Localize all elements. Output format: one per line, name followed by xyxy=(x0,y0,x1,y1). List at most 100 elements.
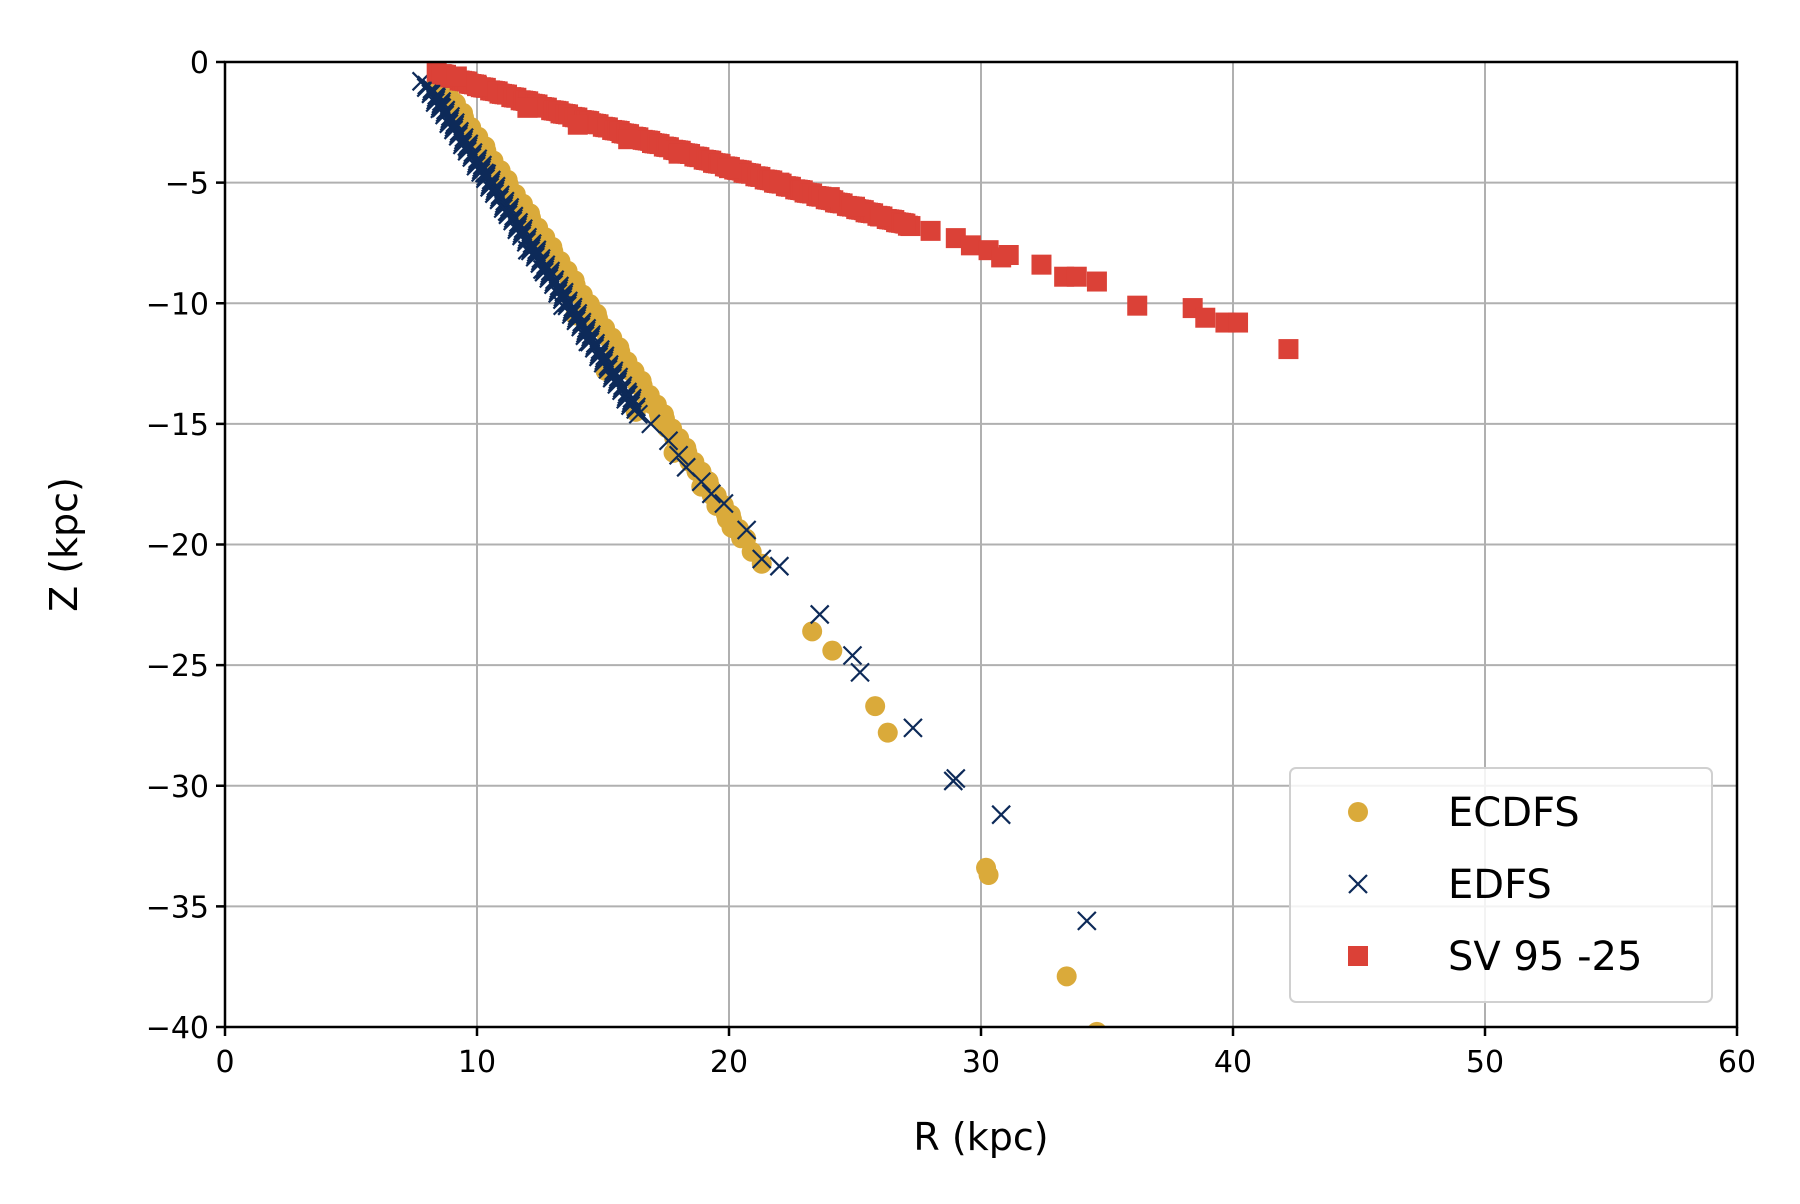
legend-box xyxy=(1289,767,1713,1003)
data-point xyxy=(446,66,467,87)
data-point xyxy=(865,696,886,717)
data-point xyxy=(552,295,573,316)
data-point xyxy=(945,228,966,249)
data-point xyxy=(850,662,870,683)
data-point xyxy=(663,442,684,463)
data-point xyxy=(691,471,712,492)
plot-frame xyxy=(223,60,1739,1029)
data-point xyxy=(991,247,1012,268)
data-point xyxy=(769,556,790,576)
data-point xyxy=(769,172,790,193)
data-point xyxy=(719,158,739,179)
y-tick-label: −30 xyxy=(146,770,209,805)
data-point xyxy=(517,97,538,118)
data-point xyxy=(532,259,553,280)
data-point xyxy=(1228,312,1249,333)
data-point xyxy=(1195,307,1216,328)
y-tick-label: −35 xyxy=(146,890,209,925)
legend: ECDFS EDFS SV 95 -25 xyxy=(1289,767,1713,1003)
y-tick-label: 0 xyxy=(190,46,209,81)
data-point xyxy=(424,81,444,101)
x-tick-label: 40 xyxy=(1214,1045,1252,1080)
data-point xyxy=(1278,339,1299,360)
y-tick-label: −5 xyxy=(165,167,209,202)
data-point xyxy=(1056,966,1077,987)
data-point xyxy=(802,621,823,642)
data-point xyxy=(1086,271,1107,292)
data-point xyxy=(668,445,689,466)
y-tick-label: −25 xyxy=(146,649,209,684)
legend-item: EDFS xyxy=(1348,862,1552,908)
data-point xyxy=(431,98,452,118)
series-sv-95--25 xyxy=(426,62,1299,360)
legend-marker xyxy=(1348,802,1368,822)
data-point xyxy=(870,206,891,227)
data-point xyxy=(658,430,679,451)
x-axis-label: R (kpc) xyxy=(913,1115,1048,1159)
data-point xyxy=(626,397,647,417)
data-point xyxy=(1127,295,1148,316)
y-tick-label: −40 xyxy=(146,1011,209,1046)
data-point xyxy=(845,196,865,217)
data-point xyxy=(578,332,598,352)
data-point xyxy=(1088,1021,1106,1027)
legend-item: ECDFS xyxy=(1348,790,1580,836)
x-tick-label: 20 xyxy=(710,1045,748,1080)
data-point xyxy=(751,553,772,574)
data-point xyxy=(842,645,863,666)
y-tick-label: −15 xyxy=(146,408,209,443)
data-point xyxy=(819,187,840,208)
y-axis-label: Z (kpc) xyxy=(42,477,86,612)
data-point xyxy=(701,484,722,504)
x-tick-label: 0 xyxy=(215,1045,234,1080)
data-point xyxy=(474,163,495,183)
legend-marker xyxy=(1348,946,1368,966)
legend-label: ECDFS xyxy=(1448,790,1580,836)
data-point xyxy=(736,520,757,540)
data-point xyxy=(1077,911,1097,931)
x-tick-label: 30 xyxy=(962,1045,1000,1080)
data-point xyxy=(691,476,712,497)
y-tick-label: −10 xyxy=(146,287,209,322)
data-point xyxy=(960,235,981,256)
legend-label: EDFS xyxy=(1448,862,1552,908)
data-point xyxy=(895,213,916,234)
data-point xyxy=(567,114,588,135)
data-point xyxy=(920,220,941,241)
series-ecdfs xyxy=(426,73,1106,1027)
data-point xyxy=(1031,254,1052,275)
data-point xyxy=(978,865,999,886)
data-point xyxy=(497,201,518,222)
x-tick-label: 10 xyxy=(458,1045,496,1080)
axes-layer: 0 10 20 30 40 50 60 0 −5 −10 −15 −20 −25 −30 −35 −40 xyxy=(146,46,1756,1080)
data-point xyxy=(444,114,465,135)
data-point xyxy=(628,404,649,425)
data-point xyxy=(618,129,639,150)
legend-label: SV 95 -25 xyxy=(1448,934,1642,980)
data-point xyxy=(721,517,742,538)
data-point xyxy=(517,240,538,260)
y-tick-label: −20 xyxy=(146,529,209,564)
legend-marker xyxy=(1348,874,1368,894)
x-tick-label: 50 xyxy=(1466,1045,1504,1080)
data-point xyxy=(809,604,830,625)
data-point xyxy=(668,143,689,164)
marks-layer xyxy=(411,62,1299,1027)
data-point xyxy=(457,136,477,157)
data-point xyxy=(751,549,772,569)
data-point xyxy=(467,76,487,97)
data-point xyxy=(822,640,843,661)
data-point xyxy=(714,493,734,514)
data-point xyxy=(946,768,966,789)
data-point xyxy=(1066,266,1087,287)
data-point xyxy=(598,356,618,376)
data-point xyxy=(903,718,923,738)
legend-item: SV 95 -25 xyxy=(1348,934,1642,980)
data-point xyxy=(431,64,452,85)
series-edfs xyxy=(411,71,1097,931)
data-point xyxy=(877,722,898,743)
data-point xyxy=(618,385,638,405)
x-tick-label: 60 xyxy=(1718,1045,1756,1080)
